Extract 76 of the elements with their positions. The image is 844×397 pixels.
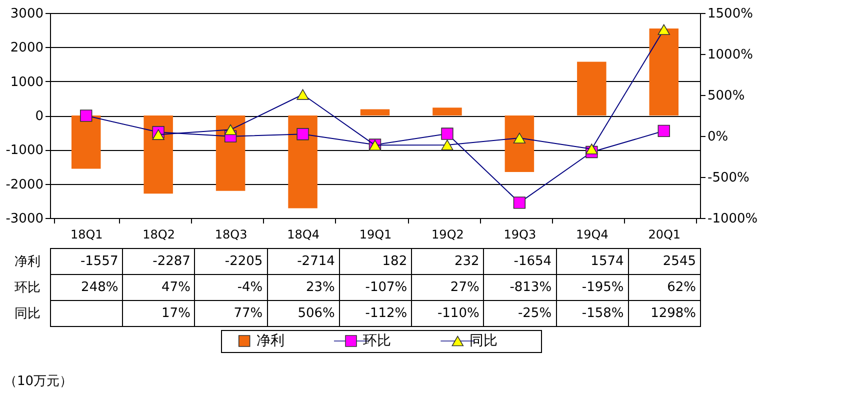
data-label: -158% — [582, 306, 624, 321]
text: 同比 — [14, 306, 40, 322]
data-label: 232 — [454, 254, 480, 269]
point — [441, 140, 454, 150]
y2-tick-label: 1000% — [708, 48, 753, 62]
y2-tick-label: 1500% — [708, 6, 753, 22]
bar — [504, 116, 534, 172]
point — [513, 196, 526, 209]
data-label: -2287 — [152, 254, 190, 269]
y2-tick-label: 500% — [708, 88, 745, 104]
legend-label: 环比 — [363, 333, 391, 349]
data-label: 27% — [450, 280, 480, 295]
x-tick-label: 18Q3 — [214, 228, 248, 242]
data-label: 506% — [298, 306, 335, 321]
bar — [432, 108, 462, 116]
text: （10万元） — [4, 373, 73, 390]
bar — [71, 116, 101, 169]
data-label: 17% — [162, 306, 190, 321]
x-tick-label: 19Q3 — [504, 228, 536, 242]
data-label: 62% — [667, 280, 696, 295]
data-label: 1298% — [650, 306, 696, 321]
point — [513, 132, 526, 144]
y-tick-label: 0 — [35, 109, 44, 124]
y-tick-label: -1000 — [6, 143, 44, 158]
y-tick-label: -2000 — [6, 177, 44, 192]
bar — [360, 109, 390, 116]
y-tick-label: 2000 — [10, 40, 44, 56]
data-label: -107% — [365, 280, 408, 295]
point — [296, 89, 309, 100]
y2-tick-label: 0% — [708, 130, 728, 144]
data-label: -813% — [510, 280, 552, 295]
x-tick-label: 18Q2 — [142, 228, 176, 242]
text: 净利 — [14, 254, 40, 270]
bar — [216, 116, 246, 191]
x-tick-label: 18Q4 — [287, 228, 320, 242]
data-label: -25% — [518, 306, 552, 321]
x-tick-label: 19Q1 — [359, 228, 392, 242]
x-tick-label: 20Q1 — [648, 228, 681, 242]
legend-label: 同比 — [470, 333, 498, 349]
data-label: -112% — [365, 306, 408, 321]
data-label: 77% — [234, 306, 263, 321]
point — [152, 129, 164, 140]
x-tick-label: 18Q1 — [70, 228, 103, 242]
point — [586, 144, 598, 154]
y-tick-label: 1000 — [10, 74, 44, 90]
y-tick-label: 3000 — [10, 6, 44, 22]
point — [658, 24, 670, 35]
y-tick-label: -3000 — [6, 212, 44, 226]
y2-tick-label: -500% — [708, 170, 750, 186]
data-label: 47% — [162, 280, 190, 295]
data-label: -1557 — [80, 254, 118, 269]
point — [658, 124, 670, 138]
data-label: 248% — [81, 280, 118, 295]
data-label: -2205 — [224, 254, 263, 269]
bar — [577, 62, 606, 116]
point — [441, 128, 454, 140]
y2-tick-label: -1000% — [708, 212, 758, 226]
data-label: 1574 — [590, 254, 624, 269]
legend-label: 净利 — [256, 333, 284, 349]
x-tick-label: 19Q4 — [576, 228, 608, 242]
bar — [649, 28, 679, 116]
data-label: 23% — [306, 280, 335, 295]
data-label: -4% — [237, 280, 263, 295]
bar — [144, 116, 173, 194]
data-label: 2545 — [662, 254, 696, 269]
data-label: -1654 — [514, 254, 552, 269]
data-label: -2714 — [297, 254, 335, 269]
data-label: -110% — [437, 306, 480, 321]
text: 环比 — [14, 280, 40, 296]
point — [80, 110, 92, 122]
bar — [288, 116, 318, 208]
point — [296, 128, 309, 140]
x-tick-label: 19Q2 — [432, 228, 464, 242]
data-label: -195% — [582, 280, 624, 295]
point — [224, 124, 237, 136]
data-label: 182 — [382, 254, 408, 269]
